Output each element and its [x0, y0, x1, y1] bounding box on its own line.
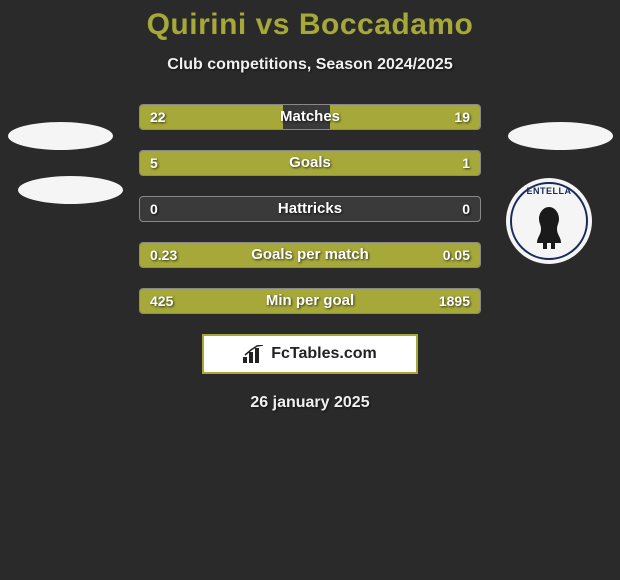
stat-row: 00Hattricks — [139, 196, 481, 222]
stat-label: Min per goal — [140, 289, 480, 313]
stat-label: Goals — [140, 151, 480, 175]
stat-row: 0.230.05Goals per match — [139, 242, 481, 268]
bar-chart-icon — [243, 345, 265, 363]
right-team-crest: ENTELLA — [506, 178, 592, 264]
player2-name: Boccadamo — [299, 8, 474, 41]
crest-top-text: ENTELLA — [527, 186, 572, 196]
stat-label: Hattricks — [140, 197, 480, 221]
subtitle: Club competitions, Season 2024/2025 — [0, 56, 620, 74]
comparison-infographic: Quirini vs Boccadamo Club competitions, … — [0, 0, 620, 412]
stat-row: 51Goals — [139, 150, 481, 176]
stat-bars-group: 2219Matches 51Goals 00Hattricks 0.230.05Goa… — [139, 104, 481, 314]
stat-row: 2219Matches — [139, 104, 481, 130]
stat-label: Goals per match — [140, 243, 480, 267]
page-title: Quirini vs Boccadamo — [0, 0, 620, 42]
vs-label: vs — [256, 8, 290, 41]
brand-text: FcTables.com — [271, 345, 377, 363]
footer-date: 26 january 2025 — [0, 394, 620, 412]
player1-name: Quirini — [147, 8, 247, 41]
left-team-badge-1 — [8, 122, 113, 150]
left-team-badge-2 — [18, 176, 123, 204]
right-team-badge-1 — [508, 122, 613, 150]
stat-row: 4251895Min per goal — [139, 288, 481, 314]
brand-box: FcTables.com — [202, 334, 418, 374]
stat-label: Matches — [140, 105, 480, 129]
